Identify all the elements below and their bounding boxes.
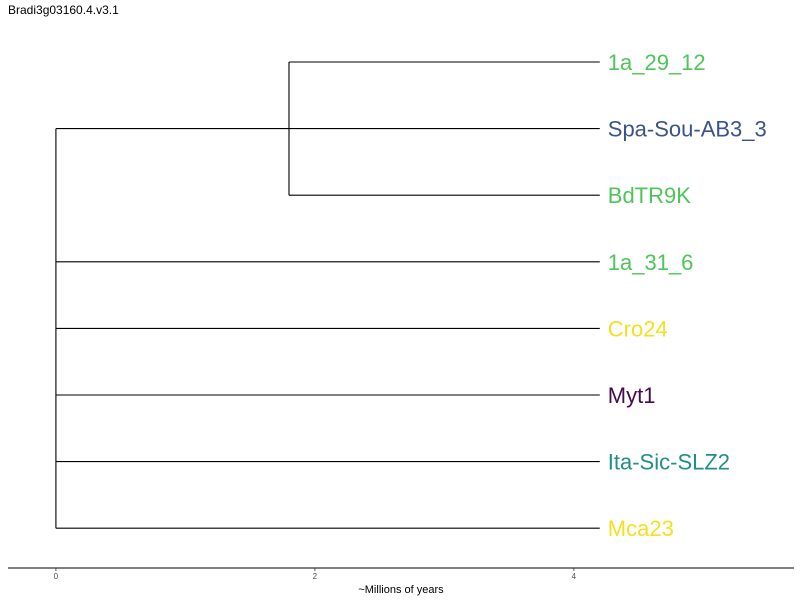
tip-label: 1a_29_12 bbox=[608, 50, 706, 75]
tip-label: Ita-Sic-SLZ2 bbox=[608, 450, 730, 475]
tip-label: Myt1 bbox=[608, 383, 656, 408]
x-axis-tick-label: 2 bbox=[313, 572, 318, 581]
time-axis: 0 2 4 ~Millions of years bbox=[8, 567, 794, 596]
tip-label: 1a_31_6 bbox=[608, 250, 694, 275]
x-axis-tick-label: 0 bbox=[54, 572, 59, 581]
tip-label: Cro24 bbox=[608, 316, 668, 341]
x-axis-ticks: 0 2 4 bbox=[54, 568, 577, 581]
page-title: Bradi3g03160.4.v3.1 bbox=[8, 3, 119, 17]
tip-label: Mca23 bbox=[608, 516, 674, 541]
x-axis-tick-label: 4 bbox=[572, 572, 577, 581]
tree-tip-labels: 1a_29_12 Spa-Sou-AB3_3 BdTR9K 1a_31_6 Cro24 M… bbox=[608, 50, 767, 541]
tree-branches bbox=[55, 61, 600, 529]
tip-label: BdTR9K bbox=[608, 183, 691, 208]
tip-label: Spa-Sou-AB3_3 bbox=[608, 117, 767, 142]
x-axis-label: ~Millions of years bbox=[358, 584, 444, 596]
